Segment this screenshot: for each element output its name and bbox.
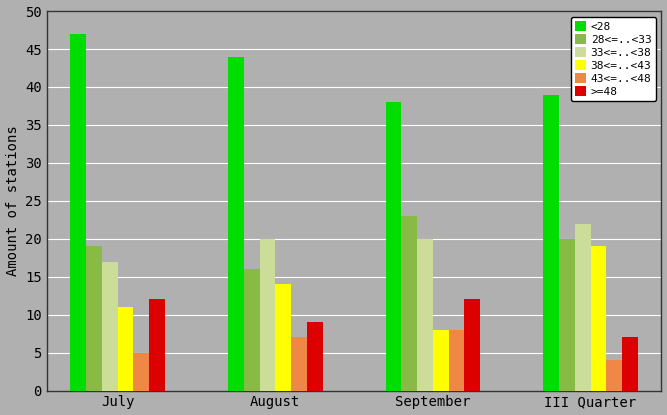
Bar (86, 247, 102, 391)
Bar (70, 34, 86, 391)
Bar (606, 360, 622, 391)
Y-axis label: Amount of stations: Amount of stations (5, 125, 19, 276)
Bar (291, 337, 307, 391)
Bar (417, 239, 433, 391)
Bar (433, 330, 449, 391)
Bar (228, 56, 243, 391)
Bar (543, 95, 559, 391)
Bar (622, 337, 638, 391)
Bar (402, 216, 417, 391)
Bar (259, 239, 275, 391)
Bar (307, 322, 323, 391)
Bar (133, 353, 149, 391)
Bar (243, 269, 259, 391)
Bar (275, 284, 291, 391)
Legend: <28, 28<=..<33, 33<=..<38, 38<=..<43, 43<=..<48, >=48: <28, 28<=..<33, 33<=..<38, 38<=..<43, 43… (571, 17, 656, 101)
Bar (590, 247, 606, 391)
Bar (386, 102, 402, 391)
Bar (559, 239, 575, 391)
Bar (575, 224, 590, 391)
Bar (117, 307, 133, 391)
Bar (464, 300, 480, 391)
Bar (449, 330, 464, 391)
Bar (102, 261, 117, 391)
Bar (149, 300, 165, 391)
